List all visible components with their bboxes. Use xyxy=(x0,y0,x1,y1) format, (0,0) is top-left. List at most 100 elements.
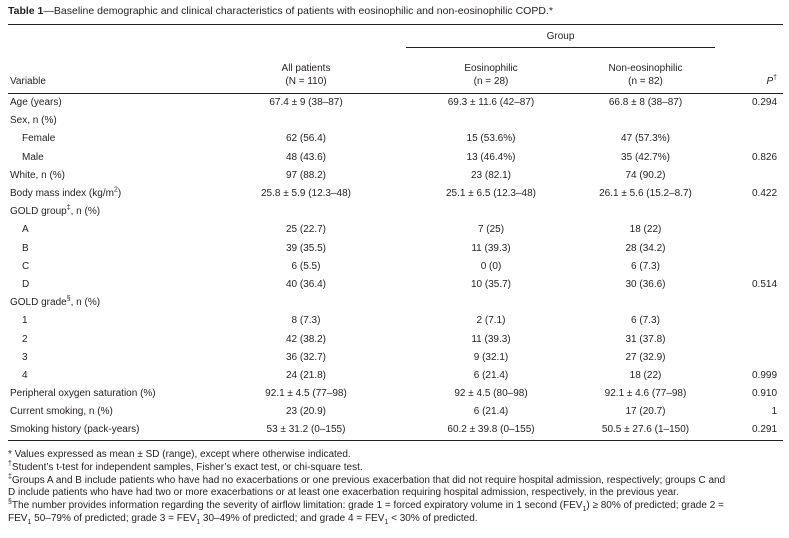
row-label: 1 xyxy=(22,315,28,327)
cell-all-patients xyxy=(206,294,406,312)
header-variable: Variable xyxy=(10,76,46,87)
table-body: Age (years) 67.4 ± 9 (38–87) 69.3 ± 11.6 (… xyxy=(8,93,784,441)
cell-eosinophilic: 15 (53.6%) xyxy=(466,133,516,145)
table-top-rule xyxy=(8,24,783,25)
cell-p-value xyxy=(715,130,783,148)
cell-all-patients: 25.8 ± 5.9 (12.3–48) xyxy=(261,188,351,200)
cell-eosinophilic: 10 (35.7) xyxy=(470,278,512,290)
cell-p-value: 0.422 xyxy=(751,188,778,200)
cell-eosinophilic: 92 ± 4.5 (80–98) xyxy=(454,388,528,400)
header-all-patients: All patients (N = 110) xyxy=(281,63,331,87)
row-label: Body mass index (kg/m2) xyxy=(10,186,122,200)
cell-non-eosinophilic xyxy=(576,294,715,312)
row-label: GOLD grade§, n (%) xyxy=(10,295,101,309)
cell-non-eosinophilic: 92.1 ± 4.6 (77–98) xyxy=(604,388,687,400)
cell-p-value xyxy=(715,240,783,258)
cell-non-eosinophilic xyxy=(576,203,715,221)
table-row: Peripheral oxygen saturation (%) 92.1 ± 4… xyxy=(8,385,783,403)
table-row: 3 36 (32.7) 9 (32.1) 27 (32.9) xyxy=(8,349,783,367)
cell-non-eosinophilic: 6 (7.3) xyxy=(631,315,660,327)
table-row: A 25 (22.7) 7 (25) 18 (22) xyxy=(8,221,783,239)
header-non-eosinophilic: Non-eosinophilic (n = 82) xyxy=(608,63,683,87)
row-label: D xyxy=(22,278,30,290)
cell-all-patients: 40 (36.4) xyxy=(285,278,327,290)
cell-eosinophilic: 11 (39.3) xyxy=(471,333,511,345)
table-row: Body mass index (kg/m2) 25.8 ± 5.9 (12.3–… xyxy=(8,185,783,203)
table-row: White, n (%) 97 (88.2) 23 (82.1) 74 (90.2) xyxy=(8,167,783,185)
cell-non-eosinophilic xyxy=(576,112,715,130)
row-label: 4 xyxy=(22,369,28,381)
cell-all-patients: 67.4 ± 9 (38–87) xyxy=(206,93,406,113)
footnote-gold-grade: §The number provides information regardi… xyxy=(8,499,724,526)
table-row: GOLD grade§, n (%) xyxy=(8,294,783,312)
row-label: B xyxy=(22,242,29,254)
cell-all-patients: 39 (35.5) xyxy=(285,242,327,254)
cell-non-eosinophilic: 17 (20.7) xyxy=(625,406,666,418)
cell-non-eosinophilic: 31 (37.8) xyxy=(625,333,666,345)
cell-p-value xyxy=(715,203,783,221)
table-row: B 39 (35.5) 11 (39.3) 28 (34.2) xyxy=(8,240,783,258)
cell-eosinophilic: 0 (0) xyxy=(480,260,502,272)
cell-all-patients: 23 (20.9) xyxy=(285,406,327,418)
cell-p-value xyxy=(715,312,783,330)
column-header-row: Variable All patients (N = 110) Eosinophi… xyxy=(8,48,783,94)
cell-p-value: 0.999 xyxy=(751,369,778,381)
cell-p-value: 1 xyxy=(771,406,778,418)
row-label: Peripheral oxygen saturation (%) xyxy=(10,388,156,400)
cell-non-eosinophilic: 28 (34.2) xyxy=(625,242,666,254)
cell-p-value xyxy=(715,112,783,130)
cell-all-patients: 48 (43.6) xyxy=(285,151,327,163)
cell-all-patients: 97 (88.2) xyxy=(285,169,327,181)
table-row: GOLD group‡, n (%) xyxy=(8,203,783,221)
table-row: 1 8 (7.3) 2 (7.1) 6 (7.3) xyxy=(8,312,783,330)
cell-all-patients xyxy=(206,203,406,221)
cell-p-value: 0.514 xyxy=(751,278,778,290)
cell-eosinophilic: 23 (82.1) xyxy=(470,169,512,181)
cell-eosinophilic: 11 (39.3) xyxy=(471,242,511,254)
table-row: Sex, n (%) xyxy=(8,112,783,130)
row-label: C xyxy=(22,260,30,272)
table-caption: Table 1—Baseline demographic and clinica… xyxy=(8,4,783,18)
cell-p-value xyxy=(715,167,783,185)
cell-non-eosinophilic: 74 (90.2) xyxy=(625,169,666,181)
footnote-tests: †Student’s t-test for independent sample… xyxy=(8,460,363,473)
cell-non-eosinophilic: 35 (42.7%) xyxy=(621,151,670,163)
table-row: D 40 (36.4) 10 (35.7) 30 (36.6) 0.514 xyxy=(8,276,783,294)
cell-eosinophilic: 25.1 ± 6.5 (12.3–48) xyxy=(446,188,536,200)
row-label: Current smoking, n (%) xyxy=(10,406,113,418)
row-label: Age (years) xyxy=(8,93,206,113)
table-row: Smoking history (pack-years) 53 ± 31.2 (0… xyxy=(8,421,784,441)
row-label: 2 xyxy=(22,333,28,345)
table-row: 4 24 (21.8) 6 (21.4) 18 (22) 0.999 xyxy=(8,367,783,385)
cell-eosinophilic xyxy=(406,112,576,130)
cell-eosinophilic: 9 (32.1) xyxy=(473,351,509,363)
cell-eosinophilic xyxy=(406,203,576,221)
table-row: Male 48 (43.6) 13 (46.4%) 35 (42.7%) 0.826 xyxy=(8,149,783,167)
footnote-values: * Values expressed as mean ± SD (range),… xyxy=(8,448,351,460)
cell-p-value xyxy=(715,330,783,348)
cell-all-patients: 62 (56.4) xyxy=(285,133,327,145)
cell-all-patients: 8 (7.3) xyxy=(291,315,321,327)
table-row: 2 42 (38.2) 11 (39.3) 31 (37.8) xyxy=(8,330,783,348)
cell-non-eosinophilic: 47 (57.3%) xyxy=(621,133,670,145)
group-header-row: Group xyxy=(8,25,783,48)
cell-all-patients: 36 (32.7) xyxy=(285,351,327,363)
table-row: Current smoking, n (%) 23 (20.9) 6 (21.4) 1… xyxy=(8,403,783,421)
cell-p-value: 0.291 xyxy=(715,421,784,441)
cell-eosinophilic: 13 (46.4%) xyxy=(466,151,516,163)
group-header: Group xyxy=(406,25,716,48)
cell-eosinophilic: 7 (25) xyxy=(477,224,505,236)
characteristics-table: Group Variable All patients (N = 110) Eos… xyxy=(8,25,784,441)
cell-non-eosinophilic: 66.8 ± 8 (38–87) xyxy=(576,93,716,113)
header-eosinophilic: Eosinophilic (n = 28) xyxy=(464,63,518,87)
cell-eosinophilic: 60.2 ± 39.8 (0–155) xyxy=(406,421,576,441)
cell-p-value: 0.294 xyxy=(715,93,784,113)
cell-non-eosinophilic: 18 (22) xyxy=(629,369,662,381)
row-label: Smoking history (pack-years) xyxy=(8,421,206,441)
cell-non-eosinophilic: 50.5 ± 27.6 (1–150) xyxy=(576,421,716,441)
cell-all-patients: 53 ± 31.2 (0–155) xyxy=(206,421,406,441)
cell-non-eosinophilic: 30 (36.6) xyxy=(625,278,666,290)
cell-non-eosinophilic: 18 (22) xyxy=(629,224,662,236)
row-label: Female xyxy=(22,133,56,145)
